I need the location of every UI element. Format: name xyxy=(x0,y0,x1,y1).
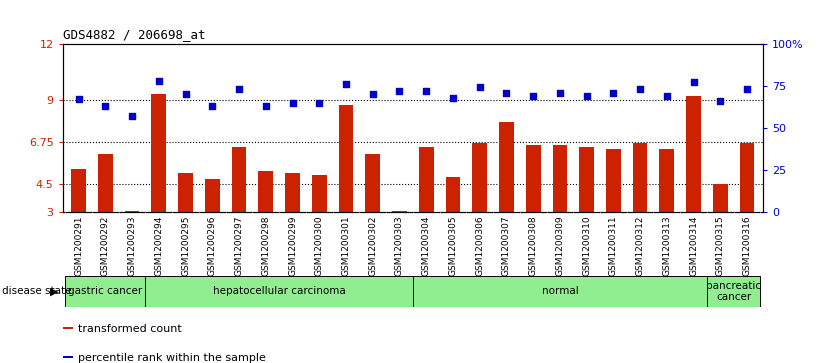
Text: GSM1200308: GSM1200308 xyxy=(529,216,538,276)
Point xyxy=(206,103,219,109)
Text: disease state: disease state xyxy=(2,286,71,296)
Point xyxy=(125,113,138,119)
Text: GSM1200316: GSM1200316 xyxy=(742,216,751,276)
Bar xyxy=(312,175,327,212)
Text: GSM1200294: GSM1200294 xyxy=(154,216,163,276)
Bar xyxy=(413,276,707,307)
Text: hepatocellular carcinoma: hepatocellular carcinoma xyxy=(213,286,345,296)
Text: GSM1200303: GSM1200303 xyxy=(395,216,404,276)
Text: GSM1200300: GSM1200300 xyxy=(314,216,324,276)
Point xyxy=(446,95,460,101)
Point xyxy=(526,93,540,99)
Text: GSM1200299: GSM1200299 xyxy=(288,216,297,276)
Point xyxy=(473,85,486,90)
Text: transformed count: transformed count xyxy=(78,324,182,334)
Text: ▶: ▶ xyxy=(50,286,58,296)
Point xyxy=(580,93,593,99)
Bar xyxy=(740,143,755,212)
Bar xyxy=(98,154,113,212)
Point xyxy=(178,91,192,97)
Bar xyxy=(707,276,761,307)
Text: percentile rank within the sample: percentile rank within the sample xyxy=(78,353,266,363)
Text: GSM1200314: GSM1200314 xyxy=(689,216,698,276)
Point xyxy=(393,88,406,94)
Bar xyxy=(633,143,647,212)
Point xyxy=(553,90,566,95)
Text: GSM1200301: GSM1200301 xyxy=(341,216,350,276)
Bar xyxy=(65,276,145,307)
Text: GSM1200311: GSM1200311 xyxy=(609,216,618,276)
Text: gastric cancer: gastric cancer xyxy=(68,286,143,296)
Text: GSM1200304: GSM1200304 xyxy=(422,216,430,276)
Text: GSM1200313: GSM1200313 xyxy=(662,216,671,276)
Text: GSM1200298: GSM1200298 xyxy=(261,216,270,276)
Point xyxy=(741,86,754,92)
Text: GSM1200307: GSM1200307 xyxy=(502,216,511,276)
Text: GSM1200309: GSM1200309 xyxy=(555,216,565,276)
Point xyxy=(366,91,379,97)
Bar xyxy=(525,145,540,212)
Bar xyxy=(63,356,73,358)
Point xyxy=(634,86,647,92)
Bar xyxy=(580,147,594,212)
Bar xyxy=(145,276,413,307)
Text: GSM1200295: GSM1200295 xyxy=(181,216,190,276)
Bar xyxy=(472,143,487,212)
Bar xyxy=(259,171,273,212)
Text: GDS4882 / 206698_at: GDS4882 / 206698_at xyxy=(63,28,205,41)
Point xyxy=(606,90,620,95)
Bar xyxy=(660,148,674,212)
Point xyxy=(687,79,701,85)
Bar xyxy=(392,211,407,212)
Point xyxy=(259,103,273,109)
Point xyxy=(661,93,674,99)
Point xyxy=(714,98,727,104)
Point xyxy=(98,103,112,109)
Text: GSM1200291: GSM1200291 xyxy=(74,216,83,276)
Text: GSM1200297: GSM1200297 xyxy=(234,216,244,276)
Point xyxy=(72,96,85,102)
Bar xyxy=(125,211,139,212)
Bar xyxy=(445,177,460,212)
Point xyxy=(339,81,353,87)
Text: GSM1200312: GSM1200312 xyxy=(636,216,645,276)
Bar xyxy=(419,147,434,212)
Text: GSM1200315: GSM1200315 xyxy=(716,216,725,276)
Bar xyxy=(285,173,300,212)
Text: GSM1200292: GSM1200292 xyxy=(101,216,110,276)
Bar xyxy=(63,327,73,330)
Bar xyxy=(553,145,567,212)
Bar xyxy=(713,184,728,212)
Point xyxy=(500,90,513,95)
Bar xyxy=(339,105,354,212)
Text: GSM1200293: GSM1200293 xyxy=(128,216,137,276)
Point xyxy=(286,100,299,106)
Text: GSM1200310: GSM1200310 xyxy=(582,216,591,276)
Bar xyxy=(499,122,514,212)
Text: GSM1200306: GSM1200306 xyxy=(475,216,485,276)
Bar xyxy=(152,94,166,212)
Text: GSM1200296: GSM1200296 xyxy=(208,216,217,276)
Text: normal: normal xyxy=(541,286,578,296)
Point xyxy=(313,100,326,106)
Bar xyxy=(71,169,86,212)
Point xyxy=(233,86,246,92)
Bar xyxy=(686,96,701,212)
Bar xyxy=(232,147,246,212)
Text: pancreatic
cancer: pancreatic cancer xyxy=(706,281,761,302)
Bar xyxy=(178,173,193,212)
Point xyxy=(420,88,433,94)
Text: GSM1200302: GSM1200302 xyxy=(369,216,377,276)
Point xyxy=(152,78,165,83)
Bar xyxy=(205,179,219,212)
Bar xyxy=(606,148,620,212)
Bar xyxy=(365,154,380,212)
Text: GSM1200305: GSM1200305 xyxy=(449,216,457,276)
